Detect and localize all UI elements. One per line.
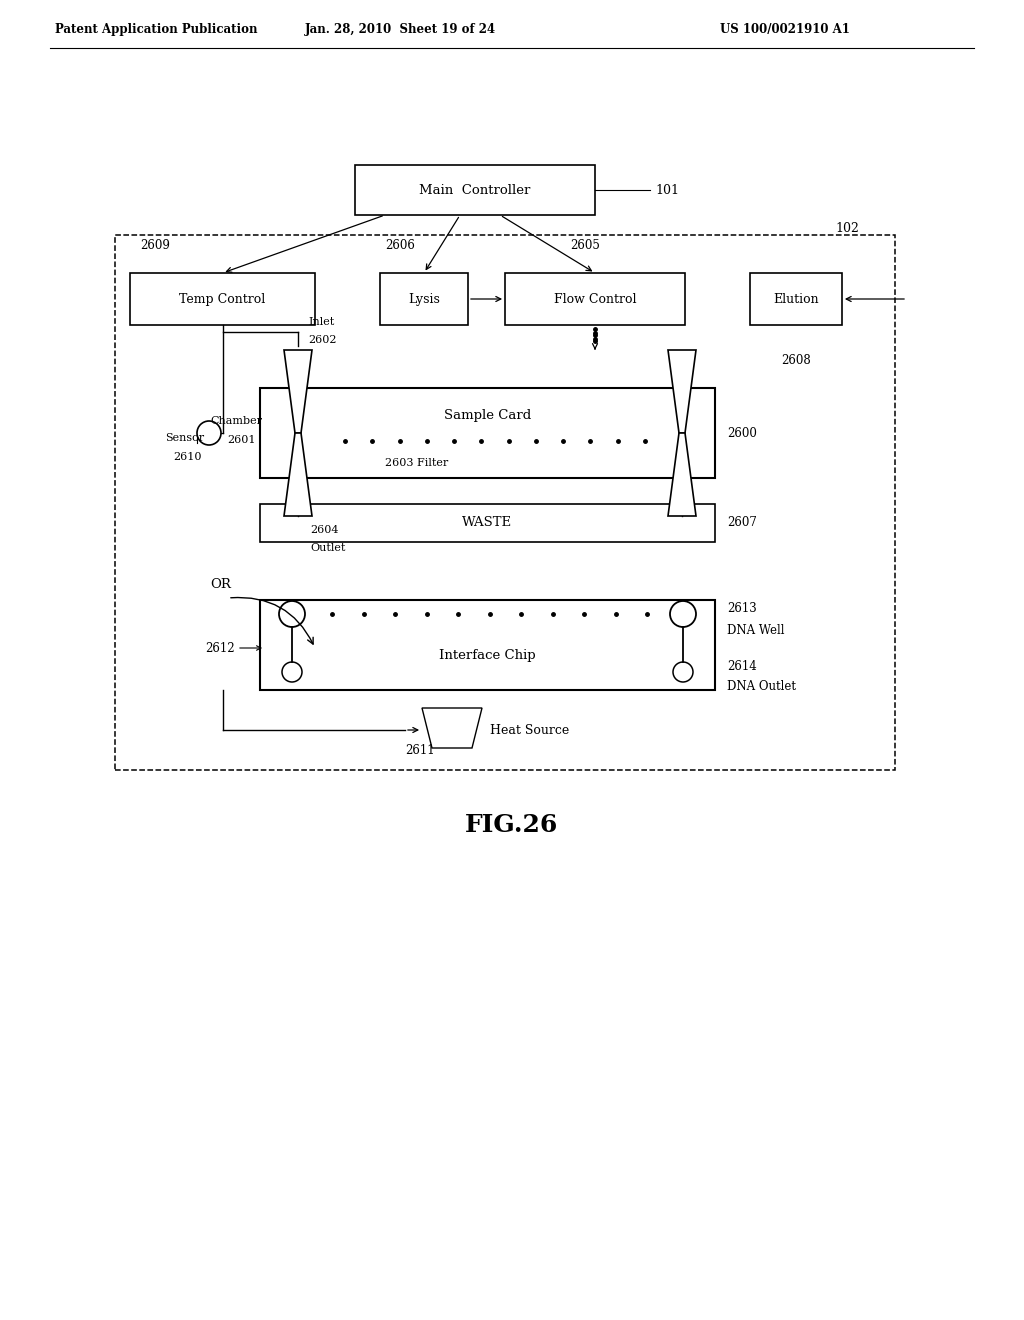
- Text: 2604: 2604: [310, 525, 339, 535]
- Text: Patent Application Publication: Patent Application Publication: [55, 24, 257, 37]
- Polygon shape: [284, 350, 312, 433]
- Text: DNA Well: DNA Well: [727, 623, 784, 636]
- Text: DNA Outlet: DNA Outlet: [727, 680, 796, 693]
- Bar: [260, 388, 715, 478]
- Bar: [260, 504, 715, 543]
- Text: Sensor: Sensor: [165, 433, 204, 444]
- Text: Flow Control: Flow Control: [554, 293, 636, 305]
- Polygon shape: [668, 433, 696, 516]
- Text: 2608: 2608: [781, 354, 811, 367]
- Text: 2605: 2605: [570, 239, 600, 252]
- Text: 2602: 2602: [308, 335, 337, 345]
- Text: 2603 Filter: 2603 Filter: [385, 458, 449, 469]
- Text: 2600: 2600: [727, 426, 757, 440]
- Text: Inlet: Inlet: [308, 317, 334, 327]
- Text: 2612: 2612: [205, 642, 234, 655]
- Text: 2607: 2607: [727, 516, 757, 529]
- Text: 2611: 2611: [406, 743, 434, 756]
- Text: OR: OR: [210, 578, 230, 591]
- Text: 2609: 2609: [140, 239, 170, 252]
- Text: Jan. 28, 2010  Sheet 19 of 24: Jan. 28, 2010 Sheet 19 of 24: [304, 24, 496, 37]
- Text: WASTE: WASTE: [463, 516, 513, 529]
- Text: 102: 102: [835, 222, 859, 235]
- Text: 2606: 2606: [385, 239, 415, 252]
- Text: Lysis: Lysis: [408, 293, 440, 305]
- Text: Heat Source: Heat Source: [490, 723, 569, 737]
- Text: 2601: 2601: [227, 436, 256, 445]
- Text: Sample Card: Sample Card: [443, 408, 531, 421]
- Bar: [355, 165, 595, 215]
- Bar: [750, 273, 842, 325]
- Text: 2613: 2613: [727, 602, 757, 615]
- Bar: [505, 273, 685, 325]
- Bar: [130, 273, 315, 325]
- Bar: [115, 235, 895, 770]
- Text: Outlet: Outlet: [310, 543, 345, 553]
- Text: Elution: Elution: [773, 293, 819, 305]
- Bar: [380, 273, 468, 325]
- Polygon shape: [422, 708, 482, 748]
- Text: Temp Control: Temp Control: [179, 293, 265, 305]
- Text: 2614: 2614: [727, 660, 757, 672]
- Text: 2610: 2610: [173, 451, 202, 462]
- Text: Main  Controller: Main Controller: [419, 183, 530, 197]
- Text: Chamber: Chamber: [210, 416, 262, 426]
- Bar: [260, 601, 715, 690]
- Text: Interface Chip: Interface Chip: [439, 648, 536, 661]
- Text: FIG.26: FIG.26: [465, 813, 559, 837]
- Polygon shape: [284, 433, 312, 516]
- Polygon shape: [668, 350, 696, 433]
- Text: US 100/0021910 A1: US 100/0021910 A1: [720, 24, 850, 37]
- Text: 101: 101: [655, 183, 679, 197]
